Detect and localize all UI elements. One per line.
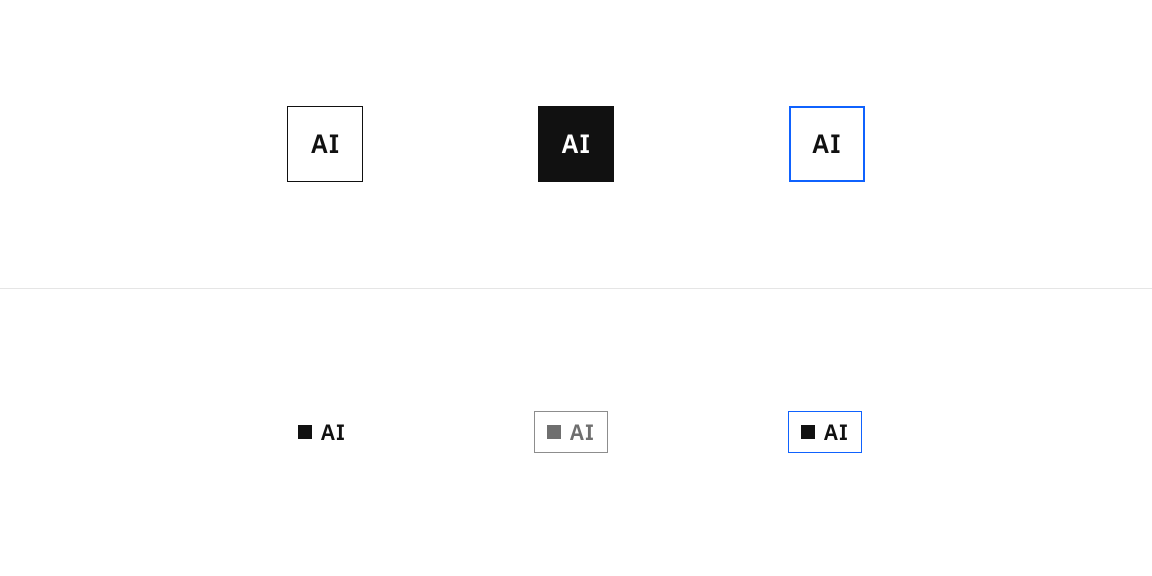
ai-tag-label: AI: [320, 418, 345, 447]
row-large-tags: AI AI AI: [0, 106, 1152, 182]
component-gallery: AI AI AI AI AI AI: [0, 0, 1152, 576]
ai-tag-small-disabled: AI: [534, 411, 607, 453]
square-marker-icon: [298, 425, 312, 439]
section-divider: [0, 288, 1152, 289]
ai-tag-label: AI: [812, 127, 841, 161]
ai-tag-label: AI: [569, 418, 594, 447]
ai-tag-large-outline[interactable]: AI: [287, 106, 363, 182]
ai-tag-small-plain[interactable]: AI: [290, 411, 353, 453]
ai-tag-small-accent[interactable]: AI: [788, 411, 861, 453]
ai-tag-label: AI: [311, 127, 340, 161]
row-small-tags: AI AI AI: [0, 411, 1152, 453]
square-marker-icon: [547, 425, 561, 439]
ai-tag-large-outline-accent[interactable]: AI: [789, 106, 865, 182]
square-marker-icon: [801, 425, 815, 439]
ai-tag-label: AI: [823, 418, 848, 447]
ai-tag-label: AI: [561, 127, 590, 161]
ai-tag-large-filled[interactable]: AI: [538, 106, 614, 182]
